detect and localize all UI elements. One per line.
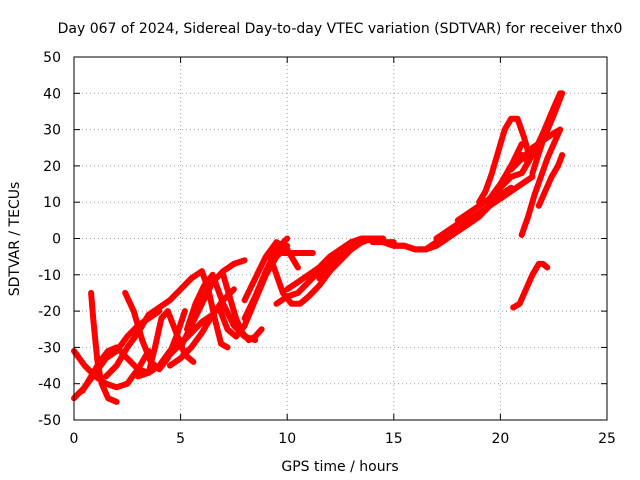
x-axis-label: GPS time / hours <box>281 459 398 475</box>
series-line-arc-14 <box>220 271 265 344</box>
series-line-arc-26 <box>476 115 534 206</box>
y-tick-label: -30 <box>38 340 61 356</box>
y-tick-label: -20 <box>38 304 61 320</box>
series-line-arc-24 <box>433 173 536 242</box>
series-line-arc-02 <box>71 348 152 391</box>
x-tick-labels: 0 5 10 15 20 25 <box>70 431 616 447</box>
series-line-arc-33 <box>529 90 566 177</box>
x-tick-label: 25 <box>598 431 616 447</box>
x-tick-label: 0 <box>70 431 79 447</box>
series-line-arc-12 <box>198 268 231 351</box>
series-line-arc-04 <box>88 289 120 405</box>
plot-frame <box>73 56 608 421</box>
x-tick-label: 10 <box>278 431 296 447</box>
grid-lines <box>74 57 607 420</box>
y-tick-label: 10 <box>43 195 61 211</box>
y-axis-label: SDTVAR / TECUs <box>7 182 23 297</box>
y-tick-label: 50 <box>43 50 61 66</box>
y-tick-label: 30 <box>43 123 61 139</box>
y-tick-label: -10 <box>38 268 61 284</box>
x-tick-label: 15 <box>385 431 403 447</box>
chart-title: Day 067 of 2024, Sidereal Day-to-day VTE… <box>58 21 623 37</box>
y-tick-label: -40 <box>38 377 61 393</box>
series-line-arc-29 <box>508 126 564 173</box>
series-line-arc-30 <box>518 126 564 238</box>
data-series <box>71 90 566 405</box>
series-line-arc-05 <box>103 268 205 380</box>
y-tick-label: 40 <box>43 86 61 102</box>
x-tick-label: 20 <box>491 431 509 447</box>
y-tick-label: 20 <box>43 159 61 175</box>
y-tick-labels: -50 -40 -30 -20 -10 0 10 20 30 40 50 <box>38 50 61 429</box>
y-tick-label: -50 <box>38 413 61 429</box>
y-tick-label: 0 <box>52 232 61 248</box>
series-line-arc-31 <box>535 152 566 209</box>
series-line-arc-32 <box>510 260 551 311</box>
x-tick-label: 5 <box>176 431 185 447</box>
